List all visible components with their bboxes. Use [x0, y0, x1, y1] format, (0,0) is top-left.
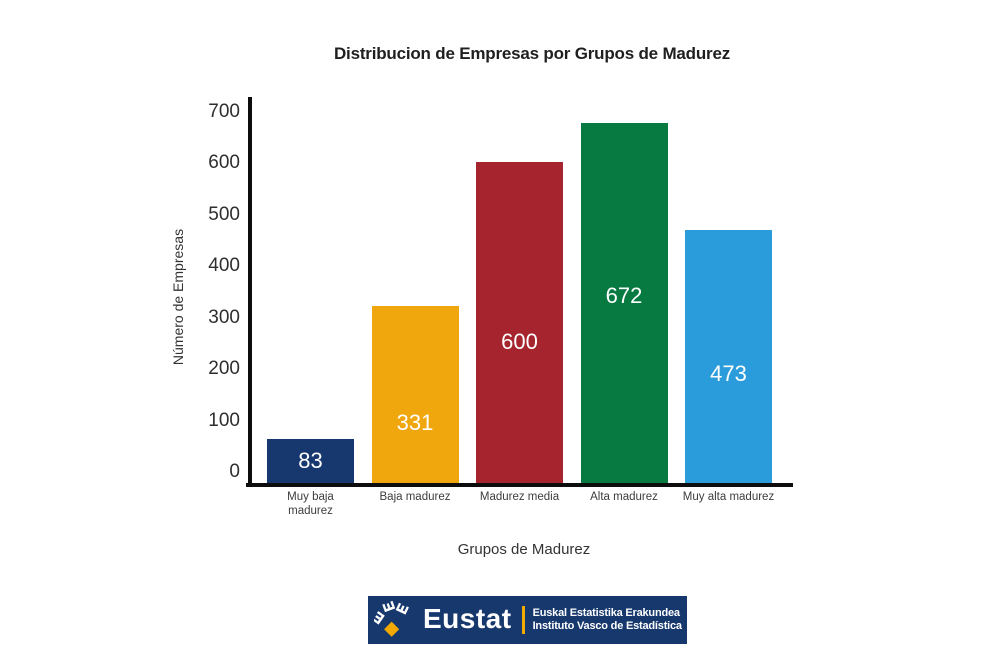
eustat-diamond-logo-icon — [374, 600, 409, 637]
bar-value-label: 473 — [710, 361, 747, 387]
x-tick-label: Madurez media — [479, 491, 560, 503]
y-tick-label: 100 — [208, 409, 240, 431]
eustat-wordmark: Eustat — [423, 603, 512, 634]
y-tick-label: 300 — [208, 306, 240, 328]
bar-muy-baja-madurez: 83 — [267, 438, 354, 483]
y-tick-label: 500 — [208, 203, 240, 225]
x-tick-label: Muy alta madurez — [682, 491, 775, 503]
y-axis-title: Número de Empresas — [170, 228, 186, 366]
x-tick-label: Alta madurez — [590, 491, 658, 503]
bar-value-label: 83 — [298, 447, 323, 473]
footer: Eustat Euskal Estatistika Erakundea Inst… — [368, 596, 687, 644]
x-tick-label: Baja madurez — [379, 491, 451, 503]
footer-separator — [521, 606, 525, 634]
bar-value-label: 331 — [396, 409, 434, 435]
logo-e-shapes — [374, 600, 409, 625]
bar-value-label: 672 — [605, 282, 643, 308]
bar-madurez-media: 600 — [476, 161, 563, 483]
footer-org-line1: Euskal Estatistika Erakundea — [532, 606, 680, 619]
y-tick-label: 200 — [208, 358, 240, 380]
x-axis-line — [246, 483, 793, 487]
y-tick-label: 0 — [229, 461, 240, 482]
bar-muy-alta-madurez: 473 — [685, 229, 772, 483]
y-tick-label: 400 — [208, 255, 240, 277]
chart-title: Distribucion de Empresas por Grupos de M… — [333, 44, 731, 63]
x-axis-title: Grupos de Madurez — [457, 541, 591, 558]
y-axis-line — [248, 97, 252, 487]
bar-value-label: 600 — [501, 328, 538, 354]
bar-baja-madurez: 331 — [371, 305, 459, 483]
y-tick-label: 600 — [208, 152, 240, 174]
footer-org-line2: Instituto Vasco de Estadística — [532, 620, 682, 632]
bar-alta-madurez: 672 — [580, 123, 668, 483]
footer-org-names: Euskal Estatistika Erakundea Instituto V… — [533, 607, 682, 634]
y-tick-label: 700 — [208, 100, 240, 122]
x-tick-label: Muy baja madurez — [287, 491, 334, 517]
